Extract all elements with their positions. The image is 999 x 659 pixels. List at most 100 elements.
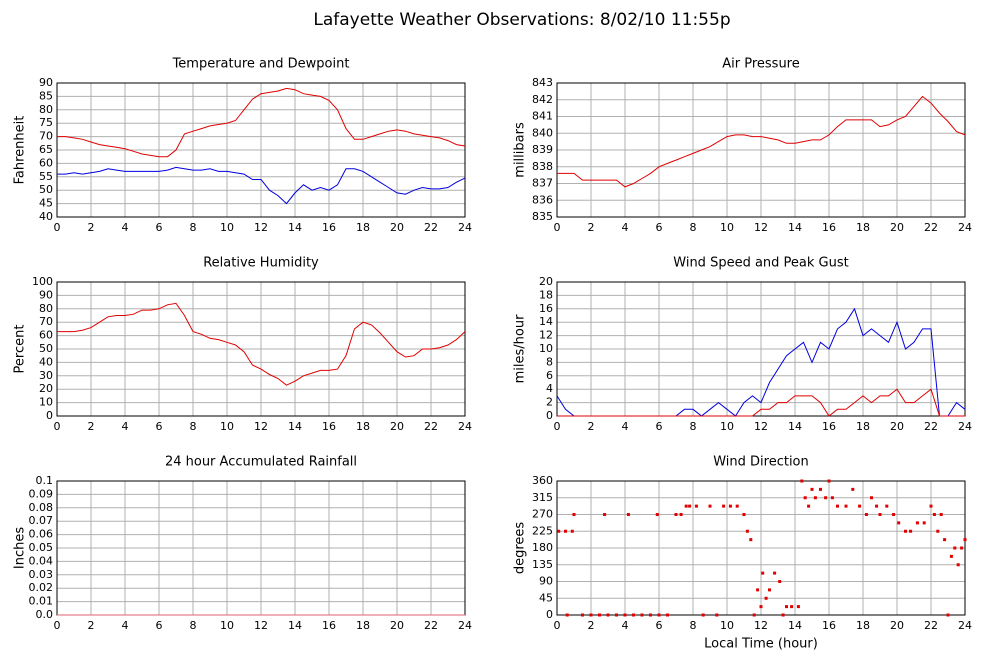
x-tick-label: 4	[622, 619, 629, 632]
data-point	[844, 504, 848, 508]
x-tick-label: 18	[856, 619, 870, 632]
plot-border	[556, 82, 966, 218]
y-tick-label: 40	[39, 210, 53, 223]
data-point	[892, 513, 896, 516]
data-point	[715, 613, 719, 617]
data-point	[819, 487, 822, 491]
y-tick-label: 838	[532, 160, 553, 173]
data-point	[708, 504, 712, 508]
y-tick-label: 836	[532, 193, 553, 206]
y-tick-label: 0.03	[29, 568, 54, 581]
x-tick-label: 12	[754, 420, 768, 433]
data-point	[581, 613, 584, 617]
x-tick-label: 4	[122, 420, 129, 433]
x-tick-label: 20	[390, 420, 404, 433]
data-point	[666, 613, 669, 617]
y-tick-label: 16	[539, 302, 553, 315]
chart-title: Wind Direction	[713, 455, 809, 470]
x-tick-label: 0	[554, 420, 561, 433]
page-title: Lafayette Weather Observations: 8/02/10 …	[313, 10, 730, 30]
plot-border	[56, 281, 466, 417]
x-tick-label: 6	[156, 221, 163, 234]
data-line	[57, 302, 466, 386]
y-tick-label: 60	[39, 156, 53, 169]
data-point	[623, 613, 627, 617]
data-point	[649, 613, 652, 617]
data-point	[836, 504, 839, 508]
x-tick-label: 18	[356, 619, 370, 632]
y-tick-label: 50	[39, 342, 53, 355]
data-point	[796, 605, 800, 609]
y-tick-label: 135	[532, 558, 553, 571]
y-tick-label: 842	[532, 93, 553, 106]
x-tick-label: 0	[54, 619, 61, 632]
y-tick-label: 14	[539, 315, 553, 328]
data-point	[785, 605, 788, 609]
data-point	[694, 504, 698, 508]
y-axis-label: Inches	[13, 527, 28, 569]
data-point	[915, 521, 919, 525]
data-point	[870, 496, 873, 500]
x-tick-label: 24	[458, 221, 472, 234]
chart-title: Relative Humidity	[203, 256, 319, 271]
x-tick-label: 2	[588, 420, 595, 433]
x-tick-label: 14	[788, 420, 802, 433]
chart-title: 24 hour Accumulated Rainfall	[165, 455, 357, 470]
x-tick-label: 18	[856, 221, 870, 234]
y-tick-label: 20	[539, 275, 553, 288]
data-point	[810, 487, 814, 491]
y-tick-label: 60	[39, 329, 53, 342]
x-tick-label: 10	[720, 221, 734, 234]
data-point	[943, 538, 947, 542]
y-axis-label: Fahrenheit	[13, 116, 28, 185]
x-tick-label: 14	[788, 221, 802, 234]
x-tick-label: 0	[54, 420, 61, 433]
x-tick-label: 6	[656, 221, 663, 234]
y-tick-label: 180	[532, 541, 553, 554]
y-tick-label: 4	[546, 382, 553, 395]
x-tick-label: 24	[958, 221, 972, 234]
data-point	[615, 613, 618, 617]
x-tick-label: 22	[424, 619, 438, 632]
x-tick-label: 20	[890, 619, 904, 632]
data-point	[800, 479, 804, 483]
data-point	[963, 538, 967, 542]
data-point	[768, 588, 771, 592]
x-tick-label: 8	[690, 619, 697, 632]
data-point	[878, 513, 882, 516]
data-point	[897, 521, 901, 525]
data-point	[851, 487, 855, 491]
x-tick-label: 10	[220, 619, 234, 632]
data-point	[764, 596, 768, 600]
data-point	[858, 504, 862, 508]
x-tick-label: 22	[424, 221, 438, 234]
x-tick-label: 14	[288, 420, 302, 433]
data-point	[735, 504, 739, 508]
data-point	[598, 613, 601, 617]
x-tick-label: 12	[254, 420, 268, 433]
x-tick-label: 2	[588, 221, 595, 234]
x-tick-label: 16	[322, 221, 336, 234]
x-tick-label: 14	[288, 619, 302, 632]
y-tick-label: 80	[39, 302, 53, 315]
data-point	[949, 554, 953, 558]
y-tick-label: 20	[39, 382, 53, 395]
data-point	[626, 513, 630, 516]
y-tick-label: 840	[532, 126, 553, 139]
x-tick-label: 10	[220, 420, 234, 433]
data-line	[57, 87, 466, 158]
y-tick-label: 0.01	[29, 595, 54, 608]
data-point	[807, 504, 811, 508]
chart-title: Air Pressure	[722, 57, 800, 72]
data-line	[557, 95, 966, 188]
data-point	[939, 513, 943, 516]
data-point	[875, 504, 879, 508]
data-point	[742, 513, 746, 516]
x-tick-label: 6	[656, 420, 663, 433]
x-tick-label: 6	[156, 619, 163, 632]
x-tick-label: 16	[822, 619, 836, 632]
y-tick-label: 841	[532, 110, 553, 123]
plot-border	[556, 281, 966, 417]
y-tick-label: 837	[532, 177, 553, 190]
